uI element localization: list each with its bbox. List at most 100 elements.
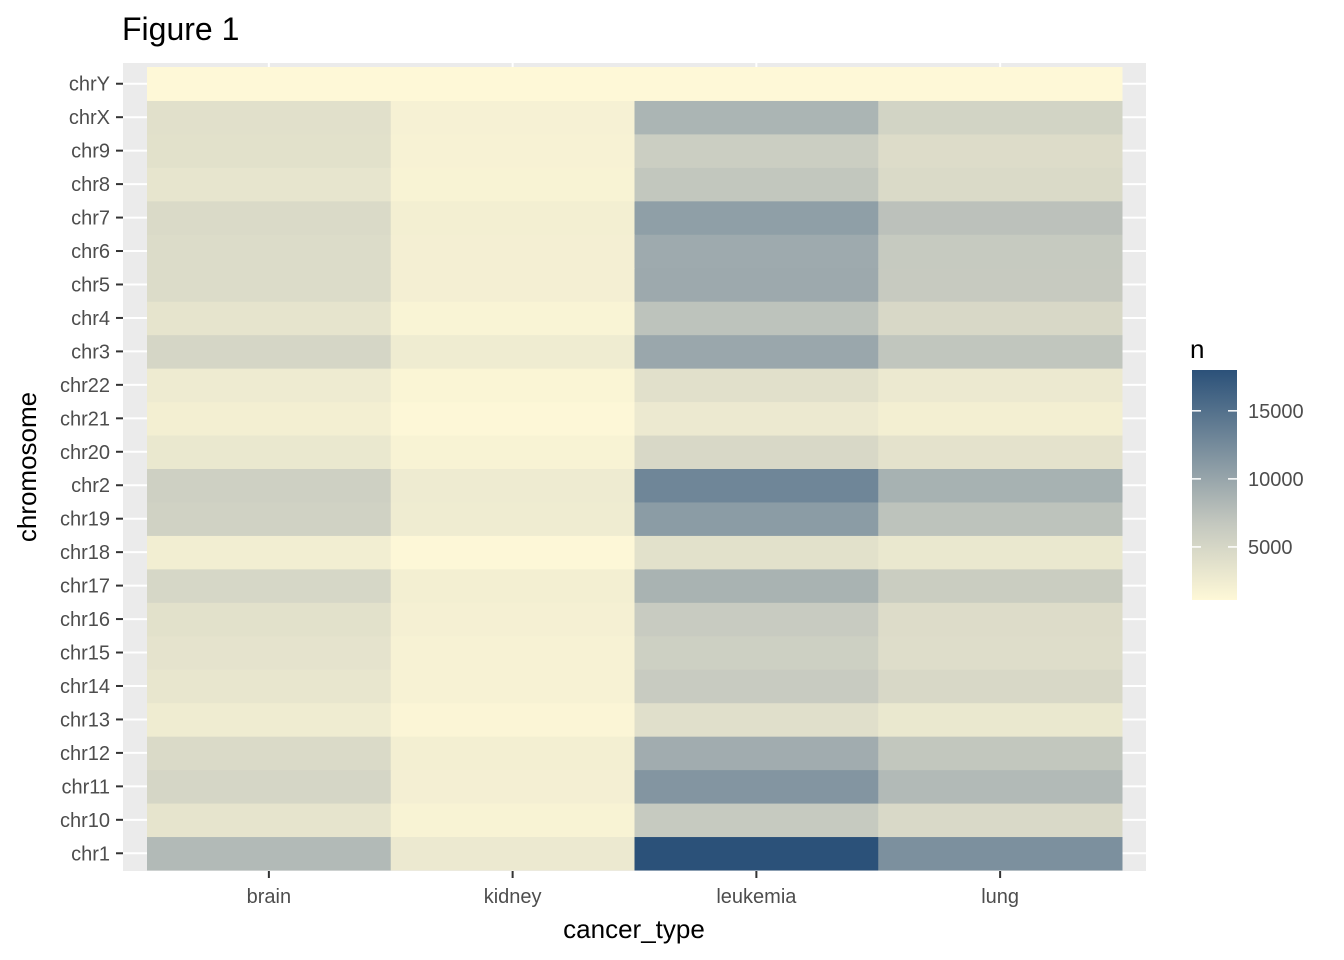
y-tick-label: chr18 [60,542,110,564]
heatmap-cell-chr3-brain [147,334,392,369]
y-tick-label: chr7 [71,208,110,230]
heatmap-cell-chrY-brain [147,67,392,101]
heatmap-cell-chr21-brain [147,401,392,436]
heatmap-cell-chr15-leukemia [634,635,879,670]
y-tick-label: chr13 [60,709,110,731]
colorbar-tick-label: 10000 [1248,469,1304,491]
heatmap-cell-chr12-lung [878,736,1123,771]
y-tick-label: chr22 [60,375,110,397]
heatmap-cell-chr9-kidney [390,133,635,168]
heatmap-cell-chr19-leukemia [634,501,879,536]
heatmap-cell-chr6-lung [878,234,1123,269]
heatmap-cell-chr7-lung [878,200,1123,235]
heatmap-cell-chr17-leukemia [634,568,879,603]
heatmap-cell-chr15-kidney [390,635,635,670]
heatmap-cell-chrY-kidney [390,67,635,101]
heatmap-cell-chrX-leukemia [634,100,879,135]
y-tick-label: chr2 [71,475,110,497]
heatmap-cell-chrY-lung [878,67,1123,101]
x-tick-label: lung [981,886,1019,908]
y-tick-label: chr8 [71,174,110,196]
heatmap-cell-chr13-lung [878,702,1123,737]
colorbar-tick-label: 5000 [1248,537,1293,559]
heatmap-cell-chr15-brain [147,635,392,670]
y-tick-label: chr16 [60,609,110,631]
heatmap-cell-chr17-brain [147,568,392,603]
y-tick-label: chr15 [60,643,110,665]
heatmap-cell-chr9-leukemia [634,133,879,168]
heatmap-cell-chr17-kidney [390,568,635,603]
heatmap-cell-chr10-kidney [390,803,635,838]
heatmap-cell-chr14-leukemia [634,669,879,704]
y-tick-label: chr10 [60,810,110,832]
x-axis-title: cancer_type [563,914,705,944]
heatmap-cell-chr2-lung [878,468,1123,503]
heatmap-cell-chr1-leukemia [634,836,879,871]
heatmap-cell-chr4-leukemia [634,301,879,336]
heatmap-cell-chr5-brain [147,267,392,302]
heatmap-cell-chr21-lung [878,401,1123,436]
heatmap-cell-chr16-lung [878,602,1123,637]
heatmap-cell-chr2-brain [147,468,392,503]
y-tick-label: chrX [69,107,110,129]
heatmap-cell-chr19-lung [878,501,1123,536]
heatmap-cell-chr21-kidney [390,401,635,436]
colorbar-ticks: 5000 10000 15000 [1192,401,1304,559]
heatmap-cell-chr6-brain [147,234,392,269]
heatmap-cell-chr3-lung [878,334,1123,369]
heatmap-cell-chr16-brain [147,602,392,637]
heatmap-cell-chr10-brain [147,803,392,838]
heatmap-cell-chr18-brain [147,535,392,570]
y-tick-label: chr17 [60,576,110,598]
y-axis-title: chromosome [12,392,42,542]
colorbar-legend: n 5000 10000 15000 [1190,334,1304,600]
heatmap-cell-chr14-brain [147,669,392,704]
y-tick-label: chr19 [60,509,110,531]
heatmap-cells [147,67,1123,871]
y-tick-label: chr6 [71,241,110,263]
heatmap-cell-chr6-kidney [390,234,635,269]
heatmap-cell-chr5-lung [878,267,1123,302]
heatmap-cell-chr20-leukemia [634,435,879,469]
y-tick-label: chr9 [71,141,110,163]
heatmap-cell-chr5-kidney [390,267,635,302]
x-tick-label: leukemia [716,886,797,908]
heatmap-cell-chr1-kidney [390,836,635,871]
heatmap-cell-chr16-kidney [390,602,635,637]
heatmap-cell-chr14-lung [878,669,1123,704]
x-tick-label: kidney [484,886,542,908]
heatmap-cell-chr3-kidney [390,334,635,369]
y-tick-label: chrY [69,74,110,96]
heatmap-cell-chr10-lung [878,803,1123,838]
heatmap-cell-chr1-lung [878,836,1123,871]
colorbar-tick-label: 15000 [1248,401,1304,423]
heatmap-cell-chr11-lung [878,769,1123,804]
heatmap-cell-chrX-brain [147,100,392,135]
heatmap-cell-chr18-kidney [390,535,635,570]
heatmap-cell-chrY-leukemia [634,67,879,101]
heatmap-cell-chr7-kidney [390,200,635,235]
heatmap-cell-chr14-kidney [390,669,635,704]
heatmap-cell-chr11-brain [147,769,392,804]
heatmap-cell-chr21-leukemia [634,401,879,436]
heatmap-cell-chrX-kidney [390,100,635,135]
heatmap-cell-chr15-lung [878,635,1123,670]
x-axis: brain kidney leukemia lung [247,871,1019,908]
y-tick-label: chr12 [60,743,110,765]
heatmap-cell-chrX-lung [878,100,1123,135]
heatmap-cell-chr18-leukemia [634,535,879,570]
heatmap-cell-chr10-leukemia [634,803,879,838]
heatmap-cell-chr13-kidney [390,702,635,737]
heatmap-cell-chr8-brain [147,167,392,202]
y-tick-label: chr20 [60,442,110,464]
heatmap-cell-chr7-leukemia [634,200,879,235]
heatmap-cell-chr19-brain [147,501,392,536]
heatmap-cell-chr19-kidney [390,501,635,536]
heatmap-cell-chr20-kidney [390,435,635,469]
chart-title: Figure 1 [122,11,239,47]
heatmap-cell-chr20-brain [147,435,392,469]
y-tick-label: chr5 [71,274,110,296]
heatmap-cell-chr4-brain [147,301,392,336]
heatmap-cell-chr4-lung [878,301,1123,336]
